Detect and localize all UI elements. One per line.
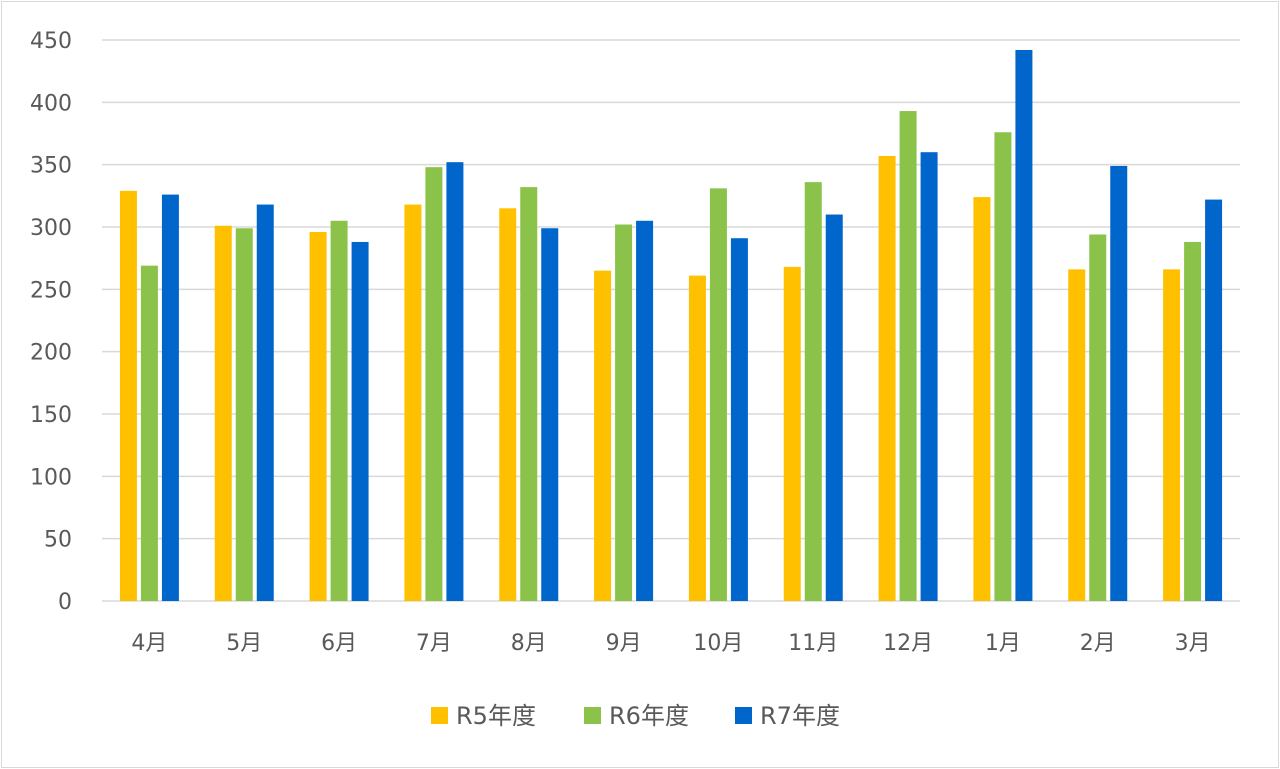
bar-R7年度-7月 [446, 162, 464, 601]
bar-R7年度-9月 [636, 220, 654, 601]
bar-R7年度-10月 [730, 238, 748, 601]
bar-R5年度-4月 [119, 190, 137, 601]
x-tick-label: 5月 [226, 631, 262, 656]
bar-R5年度-12月 [878, 155, 896, 601]
bar-R7年度-11月 [825, 214, 843, 602]
legend-label: R5年度 [456, 702, 536, 730]
bar-R7年度-6月 [351, 241, 369, 601]
bar-R6年度-6月 [330, 220, 348, 601]
x-tick-label: 11月 [788, 631, 838, 656]
bar-R5年度-1月 [973, 197, 991, 601]
x-tick-label: 4月 [131, 631, 167, 656]
bar-R7年度-1月 [1015, 49, 1033, 602]
bar-R7年度-2月 [1110, 165, 1128, 601]
gridlines [102, 39, 1240, 602]
bar-R6年度-4月 [140, 265, 158, 601]
bar-R7年度-12月 [920, 152, 938, 601]
legend-swatch [584, 707, 601, 724]
bar-R5年度-8月 [499, 208, 517, 602]
bar-R6年度-5月 [235, 228, 253, 601]
y-tick-label: 200 [30, 341, 72, 366]
bar-R6年度-3月 [1184, 241, 1202, 601]
bar-R7年度-3月 [1205, 199, 1223, 601]
y-tick-label: 150 [30, 403, 72, 428]
bar-R6年度-11月 [804, 182, 822, 601]
bar-R6年度-10月 [709, 188, 727, 601]
legend-label: R6年度 [609, 702, 689, 730]
bar-R7年度-8月 [541, 228, 559, 601]
bar-R5年度-11月 [783, 266, 801, 601]
bar-R5年度-7月 [404, 204, 422, 601]
bar-R5年度-5月 [214, 225, 232, 601]
y-tick-label: 450 [30, 29, 72, 54]
bar-R5年度-6月 [309, 231, 327, 601]
bar-R5年度-10月 [688, 275, 706, 601]
bar-R6年度-8月 [520, 187, 538, 601]
legend-swatch [431, 707, 448, 724]
bar-R6年度-7月 [425, 167, 443, 601]
y-tick-label: 300 [30, 216, 72, 241]
bar-R5年度-3月 [1163, 269, 1181, 601]
bar-R6年度-9月 [615, 224, 633, 602]
x-tick-label: 1月 [985, 631, 1021, 656]
x-tick-label: 7月 [416, 631, 452, 656]
y-tick-label: 0 [58, 590, 72, 615]
y-tick-label: 400 [30, 91, 72, 116]
legend-label: R7年度 [760, 702, 840, 730]
y-tick-label: 50 [44, 528, 72, 553]
x-tick-label: 8月 [511, 631, 547, 656]
bar-R6年度-12月 [899, 111, 917, 601]
x-tick-label: 12月 [883, 631, 933, 656]
x-tick-label: 2月 [1080, 631, 1116, 656]
x-tick-label: 3月 [1175, 631, 1211, 656]
x-tick-label: 9月 [606, 631, 642, 656]
bar-R7年度-4月 [161, 194, 179, 601]
x-tick-label: 10月 [693, 631, 743, 656]
bars [119, 49, 1223, 602]
y-tick-label: 250 [30, 278, 72, 303]
x-axis-tick-labels: 4月 5月 6月 7月 8月 9月 10月 11月 12月 1月 2月 3月 [131, 631, 1210, 656]
legend-swatch [735, 707, 752, 724]
bar-R5年度-2月 [1068, 269, 1086, 601]
bar-R6年度-1月 [994, 132, 1012, 601]
y-tick-label: 100 [30, 465, 72, 490]
bar-R6年度-2月 [1089, 234, 1107, 602]
x-tick-label: 6月 [321, 631, 357, 656]
legend: R5年度 R6年度 R7年度 [431, 702, 840, 730]
y-tick-label: 350 [30, 154, 72, 179]
y-axis-tick-labels: 0 50 100 150 200 250 300 350 400 450 [30, 29, 72, 615]
bar-R7年度-5月 [256, 204, 274, 601]
bar-R5年度-9月 [594, 270, 612, 601]
